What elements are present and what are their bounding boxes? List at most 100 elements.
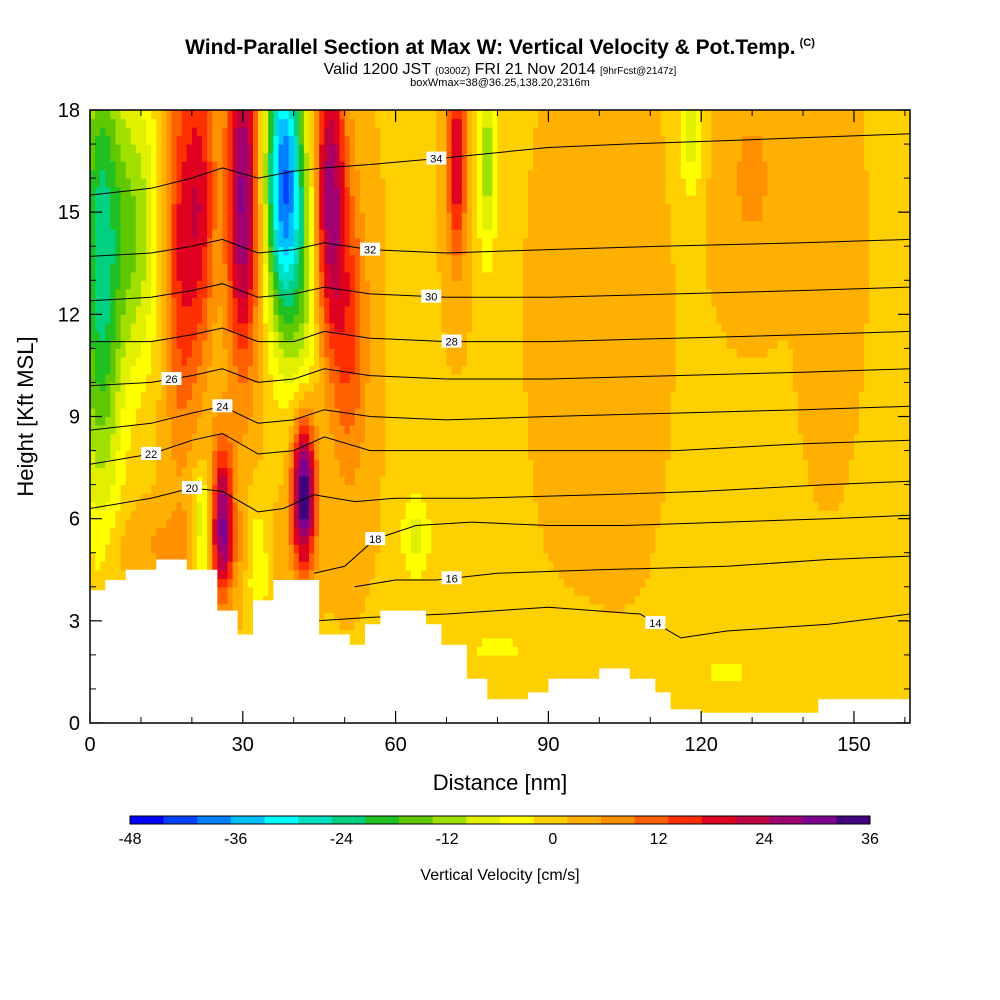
velocity-cell xyxy=(151,254,157,264)
velocity-cell xyxy=(431,127,437,137)
velocity-cell xyxy=(314,433,320,443)
velocity-cell xyxy=(359,603,366,613)
velocity-cell xyxy=(100,305,106,315)
velocity-cell xyxy=(135,135,142,145)
velocity-cell xyxy=(390,416,397,426)
velocity-cell xyxy=(365,527,371,537)
velocity-cell xyxy=(130,144,137,154)
velocity-cell xyxy=(303,459,310,469)
velocity-cell xyxy=(186,433,193,443)
velocity-cell xyxy=(278,450,285,460)
velocity-cell xyxy=(431,271,437,281)
velocity-cell xyxy=(395,152,402,162)
velocity-cell xyxy=(247,578,254,588)
velocity-cell xyxy=(263,246,269,256)
velocity-cell xyxy=(258,459,264,469)
velocity-cell xyxy=(293,203,300,213)
velocity-cell xyxy=(324,510,330,520)
velocity-cell xyxy=(186,442,193,452)
velocity-cell xyxy=(191,382,198,392)
velocity-cell xyxy=(359,637,366,647)
velocity-cell xyxy=(237,229,244,239)
velocity-cell xyxy=(258,169,264,179)
velocity-cell xyxy=(365,169,371,179)
chart-title-text: Wind-Parallel Section at Max W: Vertical… xyxy=(185,36,796,59)
velocity-cell xyxy=(181,510,188,520)
velocity-cell xyxy=(298,365,305,375)
velocity-cell xyxy=(395,603,402,613)
velocity-cell xyxy=(161,442,167,452)
velocity-cell xyxy=(426,484,432,494)
velocity-cell xyxy=(146,271,152,281)
velocity-cell xyxy=(156,161,162,171)
velocity-cell xyxy=(140,322,147,332)
velocity-cell xyxy=(298,569,305,579)
velocity-cell xyxy=(426,203,432,213)
velocity-cell xyxy=(247,305,254,315)
velocity-cell xyxy=(217,561,224,571)
velocity-cell xyxy=(319,527,325,537)
velocity-cell xyxy=(395,212,402,222)
velocity-cell xyxy=(135,544,142,554)
velocity-cell xyxy=(283,390,290,401)
velocity-cell xyxy=(247,527,254,537)
velocity-cell xyxy=(247,169,254,179)
velocity-cell xyxy=(436,135,443,145)
velocity-cell xyxy=(303,510,310,520)
velocity-cell xyxy=(237,484,244,494)
velocity-cell xyxy=(252,212,259,222)
velocity-cell xyxy=(278,348,285,358)
velocity-cell xyxy=(242,390,249,401)
velocity-cell xyxy=(247,314,254,324)
velocity-cell xyxy=(390,212,397,222)
velocity-cell xyxy=(421,450,427,460)
velocity-cell xyxy=(426,450,432,460)
velocity-cell xyxy=(232,399,239,409)
velocity-cell xyxy=(415,569,422,579)
velocity-cell xyxy=(181,382,188,392)
velocity-cell xyxy=(135,144,142,154)
velocity-cell xyxy=(385,220,392,230)
velocity-cell xyxy=(95,365,101,375)
velocity-cell xyxy=(303,305,310,315)
velocity-cell xyxy=(120,263,127,273)
velocity-cell xyxy=(207,425,213,435)
velocity-cell xyxy=(242,118,249,128)
velocity-cell xyxy=(207,135,213,145)
velocity-cell xyxy=(115,263,122,273)
velocity-cell xyxy=(349,348,356,358)
velocity-cell xyxy=(273,110,280,120)
velocity-cell xyxy=(334,161,341,171)
velocity-cell xyxy=(100,246,106,256)
velocity-cell xyxy=(385,297,392,307)
velocity-cell xyxy=(288,382,295,392)
velocity-cell xyxy=(258,561,264,571)
velocity-cell xyxy=(140,178,147,188)
velocity-cell xyxy=(370,152,376,162)
velocity-cell xyxy=(365,212,371,222)
velocity-cell xyxy=(227,484,234,494)
velocity-cell xyxy=(344,629,351,639)
velocity-cell xyxy=(217,322,224,332)
velocity-cell xyxy=(247,518,254,528)
velocity-cell xyxy=(273,484,280,494)
velocity-cell xyxy=(436,552,443,562)
velocity-cell xyxy=(120,450,127,460)
velocity-cell xyxy=(247,416,254,426)
velocity-cell xyxy=(365,459,371,469)
velocity-cell xyxy=(426,186,432,196)
velocity-cell xyxy=(365,203,371,213)
velocity-cell xyxy=(329,331,336,341)
velocity-cell xyxy=(110,331,117,341)
velocity-cell xyxy=(232,135,239,145)
velocity-cell xyxy=(242,314,249,324)
velocity-cell xyxy=(181,118,188,128)
velocity-cell xyxy=(314,186,320,196)
velocity-cell xyxy=(247,629,254,639)
velocity-cell xyxy=(431,339,437,349)
velocity-cell xyxy=(395,169,402,179)
velocity-cell xyxy=(385,135,392,145)
velocity-cell xyxy=(365,416,371,426)
velocity-cell xyxy=(212,484,218,494)
velocity-cell xyxy=(283,297,290,307)
